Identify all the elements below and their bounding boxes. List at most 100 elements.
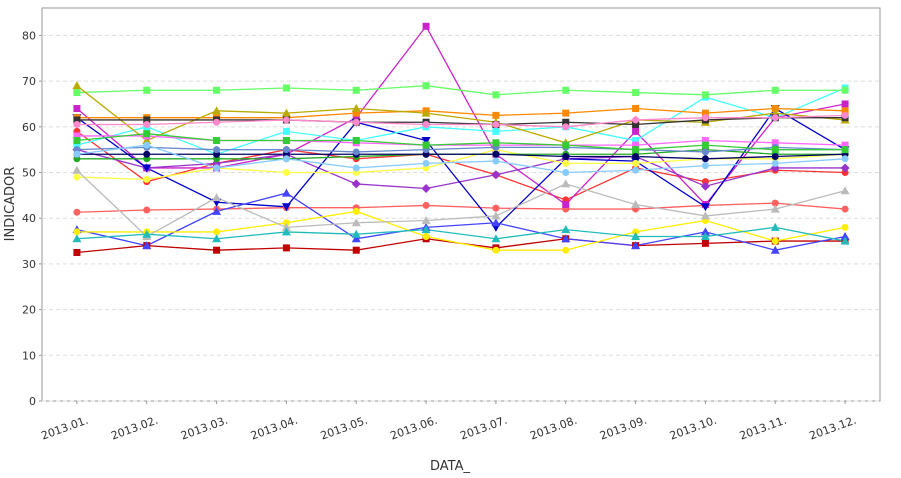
series-line bbox=[76, 85, 846, 96]
marker bbox=[491, 170, 501, 180]
marker bbox=[352, 137, 360, 145]
marker bbox=[143, 116, 151, 124]
marker bbox=[421, 137, 431, 146]
marker bbox=[841, 223, 849, 231]
marker bbox=[73, 150, 81, 158]
marker bbox=[701, 91, 709, 99]
marker bbox=[771, 199, 779, 207]
marker bbox=[771, 153, 779, 161]
marker bbox=[282, 116, 290, 124]
series-line bbox=[76, 210, 846, 251]
y-tick-label: 0 bbox=[29, 395, 36, 408]
marker bbox=[212, 206, 222, 215]
marker bbox=[771, 237, 779, 245]
marker bbox=[492, 157, 500, 165]
marker bbox=[841, 169, 849, 177]
marker bbox=[72, 234, 82, 243]
marker bbox=[143, 150, 151, 158]
marker bbox=[73, 116, 81, 124]
x-tick-label: 2013.06. bbox=[389, 414, 439, 443]
marker bbox=[72, 165, 82, 174]
marker bbox=[352, 246, 360, 254]
marker bbox=[771, 105, 779, 113]
marker bbox=[73, 121, 81, 129]
y-tick-label: 30 bbox=[22, 258, 36, 271]
marker bbox=[840, 163, 850, 173]
marker bbox=[352, 164, 360, 172]
marker bbox=[841, 100, 849, 108]
x-tick-label: 2013.09. bbox=[598, 414, 648, 443]
marker bbox=[840, 236, 850, 245]
marker bbox=[841, 155, 849, 163]
marker bbox=[841, 141, 849, 149]
marker bbox=[143, 130, 151, 138]
marker bbox=[351, 218, 361, 227]
marker bbox=[212, 106, 222, 115]
marker bbox=[701, 155, 709, 163]
series-line bbox=[76, 202, 846, 213]
marker bbox=[73, 132, 81, 140]
marker bbox=[282, 169, 290, 177]
marker bbox=[422, 232, 430, 240]
marker bbox=[73, 137, 81, 145]
marker bbox=[422, 141, 430, 149]
marker bbox=[351, 104, 361, 113]
marker bbox=[841, 107, 849, 115]
marker bbox=[700, 181, 710, 191]
marker bbox=[73, 89, 81, 97]
marker bbox=[213, 146, 221, 154]
marker bbox=[143, 141, 151, 149]
x-tick-label: 2013.10. bbox=[668, 414, 718, 443]
marker bbox=[632, 146, 640, 154]
series-line bbox=[76, 146, 846, 153]
marker bbox=[352, 207, 360, 215]
marker bbox=[142, 241, 152, 250]
marker bbox=[632, 89, 640, 97]
marker bbox=[491, 234, 501, 243]
marker bbox=[562, 141, 570, 149]
marker bbox=[562, 153, 570, 161]
marker bbox=[562, 86, 570, 94]
marker bbox=[421, 225, 431, 234]
marker bbox=[632, 116, 640, 124]
marker bbox=[492, 139, 500, 147]
marker bbox=[771, 159, 779, 167]
plot-area bbox=[41, 7, 881, 402]
y-tick-label: 60 bbox=[22, 121, 36, 134]
marker bbox=[492, 204, 500, 212]
marker bbox=[562, 169, 570, 177]
x-axis-label: DATA_ bbox=[430, 459, 470, 474]
marker bbox=[632, 166, 640, 174]
marker bbox=[352, 148, 360, 156]
marker bbox=[561, 234, 571, 243]
marker bbox=[632, 159, 640, 167]
marker bbox=[840, 231, 850, 240]
series-line bbox=[76, 107, 846, 119]
series-line bbox=[76, 153, 846, 160]
marker bbox=[701, 178, 709, 186]
marker bbox=[143, 121, 151, 129]
marker bbox=[281, 222, 291, 231]
marker bbox=[632, 137, 640, 145]
x-tick-label: 2013.04. bbox=[249, 414, 299, 443]
marker bbox=[143, 175, 151, 183]
series-line bbox=[76, 130, 846, 201]
marker bbox=[841, 146, 849, 154]
marker bbox=[73, 208, 81, 216]
marker bbox=[73, 105, 81, 113]
marker bbox=[213, 137, 221, 145]
x-tick-label: 2013.03. bbox=[179, 414, 229, 443]
marker bbox=[422, 22, 430, 30]
marker bbox=[841, 86, 849, 94]
marker bbox=[422, 121, 430, 129]
marker bbox=[352, 109, 360, 117]
marker bbox=[282, 244, 290, 252]
marker bbox=[841, 111, 849, 119]
marker bbox=[281, 203, 291, 212]
marker bbox=[771, 86, 779, 94]
x-tick-label: 2013.12. bbox=[808, 414, 858, 443]
marker bbox=[492, 91, 500, 99]
marker bbox=[700, 227, 710, 236]
marker bbox=[770, 222, 780, 231]
